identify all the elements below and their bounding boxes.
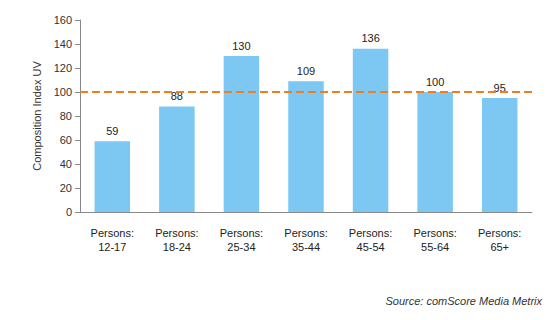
svg-text:40: 40 — [60, 158, 72, 170]
svg-text:140: 140 — [54, 38, 72, 50]
svg-text:18-24: 18-24 — [163, 241, 191, 253]
svg-text:95: 95 — [493, 81, 506, 94]
svg-text:12-17: 12-17 — [98, 241, 126, 253]
svg-text:130: 130 — [232, 40, 250, 52]
svg-text:100: 100 — [426, 76, 444, 88]
svg-text:25-34: 25-34 — [227, 241, 255, 253]
svg-text:Persons:: Persons: — [478, 227, 521, 239]
svg-text:Persons:: Persons: — [155, 227, 198, 239]
svg-text:120: 120 — [54, 62, 72, 74]
svg-text:0: 0 — [66, 206, 72, 218]
svg-text:45-54: 45-54 — [357, 241, 385, 253]
svg-text:Source: comScore Media Metrix: Source: comScore Media Metrix — [386, 295, 543, 307]
svg-text:160: 160 — [54, 14, 72, 26]
svg-text:65+: 65+ — [490, 241, 509, 253]
svg-text:109: 109 — [297, 65, 315, 77]
svg-text:Persons:: Persons: — [91, 227, 134, 239]
svg-text:55-64: 55-64 — [421, 241, 449, 253]
svg-text:Persons:: Persons: — [413, 227, 456, 239]
svg-text:136: 136 — [361, 32, 379, 44]
svg-text:Persons:: Persons: — [349, 227, 392, 239]
svg-text:100: 100 — [54, 86, 72, 98]
svg-text:Persons:: Persons: — [284, 227, 327, 239]
svg-text:Composition Index UV: Composition Index UV — [31, 61, 43, 171]
svg-text:59: 59 — [106, 125, 118, 137]
svg-text:35-44: 35-44 — [292, 241, 320, 253]
svg-text:60: 60 — [60, 134, 72, 146]
svg-text:20: 20 — [60, 182, 72, 194]
svg-text:Persons:: Persons: — [220, 227, 263, 239]
svg-text:80: 80 — [60, 110, 72, 122]
svg-text:88: 88 — [170, 89, 183, 102]
